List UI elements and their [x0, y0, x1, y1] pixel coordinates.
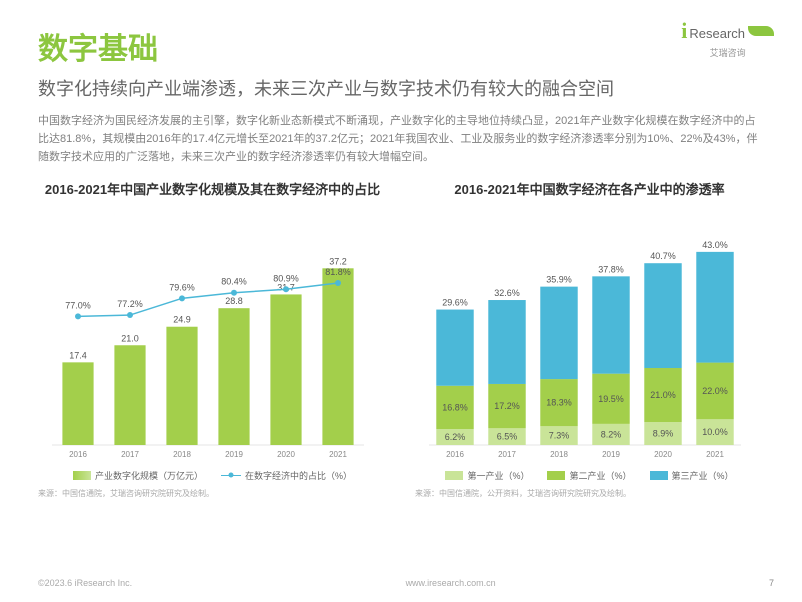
- svg-text:6.5%: 6.5%: [497, 431, 518, 441]
- svg-text:16.8%: 16.8%: [442, 402, 468, 412]
- svg-text:2019: 2019: [602, 450, 620, 459]
- svg-text:2018: 2018: [173, 450, 191, 459]
- svg-text:2016: 2016: [446, 450, 464, 459]
- chart2-svg: 6.2% 16.8% 29.6% 2016 6.5% 17.2% 32.6% 2017 7.3%…: [415, 225, 755, 465]
- svg-text:80.4%: 80.4%: [221, 276, 247, 286]
- svg-text:43.0%: 43.0%: [702, 239, 728, 249]
- svg-text:17.4: 17.4: [69, 350, 87, 360]
- svg-text:29.6%: 29.6%: [442, 297, 468, 307]
- svg-text:2017: 2017: [498, 450, 516, 459]
- svg-text:2021: 2021: [706, 450, 724, 459]
- svg-text:2017: 2017: [121, 450, 139, 459]
- svg-text:21.0: 21.0: [121, 333, 139, 343]
- svg-text:77.2%: 77.2%: [117, 299, 143, 309]
- page-title: 数字基础: [38, 24, 764, 68]
- svg-text:24.9: 24.9: [173, 314, 191, 324]
- svg-text:81.8%: 81.8%: [325, 267, 351, 277]
- chart-left: 2016-2021年中国产业数字化规模及其在数字经济中的占比 17.4 2016 2…: [38, 181, 387, 499]
- svg-text:37.8%: 37.8%: [598, 264, 624, 274]
- svg-text:2016: 2016: [69, 450, 87, 459]
- page-footer: ©2023.6 iResearch Inc. www.iresearch.com…: [38, 578, 774, 588]
- svg-text:19.5%: 19.5%: [598, 393, 624, 403]
- svg-text:2020: 2020: [277, 450, 295, 459]
- footer-copyright: ©2023.6 iResearch Inc.: [38, 578, 132, 588]
- chart-right: 2016-2021年中国数字经济在各产业中的渗透率 6.2% 16.8% 29.6%…: [415, 181, 764, 499]
- svg-text:2020: 2020: [654, 450, 672, 459]
- svg-text:6.2%: 6.2%: [445, 432, 466, 442]
- chart1-legend: 产业数字化规模（万亿元） 在数字经济中的占比（%）: [38, 469, 387, 482]
- legend-bar: 产业数字化规模（万亿元）: [73, 469, 203, 482]
- footer-site: www.iresearch.com.cn: [406, 578, 496, 588]
- svg-text:2021: 2021: [329, 450, 347, 459]
- svg-text:22.0%: 22.0%: [702, 385, 728, 395]
- body-paragraph: 中国数字经济为国民经济发展的主引擎，数字化新业态新模式不断涌现，产业数字化的主导…: [38, 112, 764, 166]
- svg-text:8.9%: 8.9%: [653, 428, 674, 438]
- chart2-source: 来源：中国信通院，公开资料，艾瑞咨询研究院研究及绘制。: [415, 488, 764, 499]
- chart2-legend: 第一产业（%） 第二产业（%） 第三产业（%）: [415, 469, 764, 482]
- svg-text:77.0%: 77.0%: [65, 300, 91, 310]
- svg-text:79.6%: 79.6%: [169, 282, 195, 292]
- logo-swoosh-icon: [748, 26, 774, 36]
- svg-text:35.9%: 35.9%: [546, 274, 572, 284]
- chart1-source: 来源：中国信通院，艾瑞咨询研究院研究及绘制。: [38, 488, 387, 499]
- svg-text:7.3%: 7.3%: [549, 430, 570, 440]
- svg-text:21.0%: 21.0%: [650, 390, 676, 400]
- svg-text:40.7%: 40.7%: [650, 251, 676, 261]
- svg-text:8.2%: 8.2%: [601, 429, 622, 439]
- page-subtitle: 数字化持续向产业端渗透，未来三次产业与数字技术仍有较大的融合空间: [38, 76, 658, 102]
- chart2-title: 2016-2021年中国数字经济在各产业中的渗透率: [415, 181, 764, 219]
- svg-text:17.2%: 17.2%: [494, 401, 520, 411]
- chart1-title: 2016-2021年中国产业数字化规模及其在数字经济中的占比: [38, 181, 387, 219]
- svg-text:2019: 2019: [225, 450, 243, 459]
- footer-page: 7: [769, 578, 774, 588]
- logo: i Research 艾瑞咨询: [681, 18, 774, 59]
- svg-text:10.0%: 10.0%: [702, 427, 728, 437]
- svg-text:2018: 2018: [550, 450, 568, 459]
- svg-text:28.8: 28.8: [225, 296, 243, 306]
- svg-text:80.9%: 80.9%: [273, 273, 299, 283]
- svg-text:32.6%: 32.6%: [494, 288, 520, 298]
- chart1-svg: 17.4201621.0201724.9201828.8201931.72020…: [38, 225, 378, 465]
- logo-prefix: i: [681, 18, 687, 44]
- legend-series: 第二产业（%）: [547, 469, 631, 482]
- legend-series: 第三产业（%）: [650, 469, 734, 482]
- legend-series: 第一产业（%）: [445, 469, 529, 482]
- legend-line: 在数字经济中的占比（%）: [221, 469, 352, 482]
- svg-text:37.2: 37.2: [329, 256, 347, 266]
- svg-text:18.3%: 18.3%: [546, 397, 572, 407]
- logo-subtitle: 艾瑞咨询: [681, 46, 774, 59]
- logo-brand: Research: [689, 26, 745, 41]
